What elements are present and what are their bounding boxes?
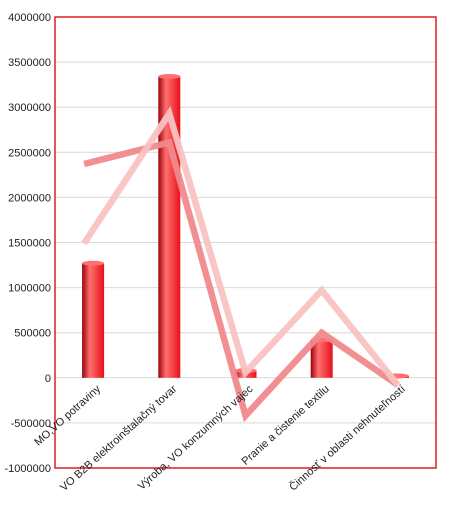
- line-series-1: [83, 138, 400, 423]
- y-tick-label: 2000000: [8, 192, 51, 204]
- y-tick-label: 3500000: [8, 57, 51, 69]
- bar: [82, 263, 105, 378]
- plot-area-border: [54, 16, 437, 469]
- bar-cap: [158, 74, 181, 80]
- y-tick-label: 1000000: [8, 283, 51, 295]
- y-tick-label: -500000: [11, 418, 51, 430]
- line-series-2: [81, 105, 401, 388]
- y-tick-label: 3000000: [8, 102, 51, 114]
- bar-series: [82, 74, 409, 379]
- y-axis-tick-labels: -1000000 -500000 0 500000 1000000 1500000 2000…: [5, 12, 52, 475]
- y-tick-label: 1500000: [8, 238, 51, 250]
- y-tick-label: 500000: [14, 328, 51, 340]
- bar: [310, 339, 333, 378]
- line-series: [81, 105, 401, 423]
- y-tick-label: 2500000: [8, 147, 51, 159]
- x-category-label: Pranie a čistenie textilu: [240, 383, 332, 468]
- y-tick-label: -1000000: [5, 463, 52, 475]
- bar-cap: [82, 260, 105, 266]
- y-tick-label: 0: [45, 373, 51, 385]
- x-category-label: MO,VO potraviny: [32, 383, 103, 449]
- y-tick-label: 4000000: [8, 12, 51, 24]
